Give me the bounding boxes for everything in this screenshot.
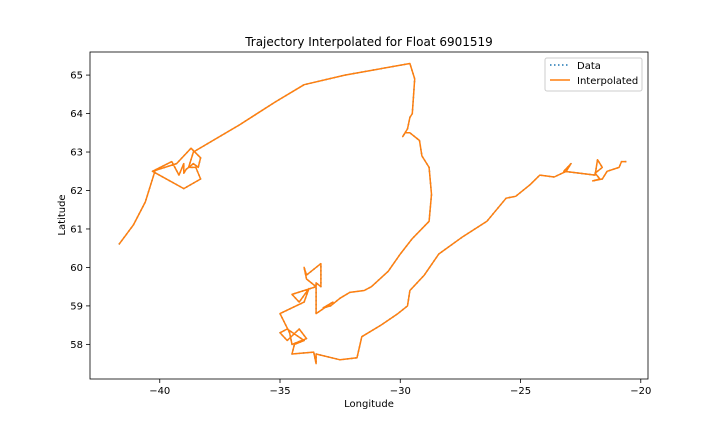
y-tick-label: 65 bbox=[70, 71, 83, 82]
x-tick-label: −20 bbox=[630, 386, 651, 397]
x-tick-label: −30 bbox=[390, 386, 411, 397]
y-tick-label: 58 bbox=[70, 340, 83, 351]
y-axis-label: Latitude bbox=[57, 194, 68, 235]
x-tick-label: −40 bbox=[149, 386, 170, 397]
chart-title: Trajectory Interpolated for Float 690151… bbox=[244, 35, 493, 49]
legend-data-label: Data bbox=[577, 61, 601, 72]
y-axis: 58 59 60 61 62 63 64 65 bbox=[70, 71, 90, 351]
legend-box bbox=[544, 57, 643, 92]
y-tick-label: 59 bbox=[70, 301, 83, 312]
y-tick-label: 62 bbox=[70, 186, 83, 197]
x-tick-label: −35 bbox=[269, 386, 290, 397]
legend-interpolated-label: Interpolated bbox=[577, 76, 638, 87]
y-tick-label: 63 bbox=[70, 148, 83, 159]
y-tick-label: 60 bbox=[70, 263, 83, 274]
plot-frame bbox=[89, 51, 649, 380]
interpolated-series-line bbox=[118, 62, 627, 365]
legend: Data Interpolated bbox=[544, 57, 643, 92]
x-axis-label: Longitude bbox=[344, 399, 394, 410]
y-tick-label: 64 bbox=[70, 109, 83, 120]
x-tick-label: −25 bbox=[510, 386, 531, 397]
series-layer bbox=[118, 62, 627, 365]
x-axis: −40 −35 −30 −25 −20 bbox=[149, 379, 651, 397]
data-series-line bbox=[118, 62, 627, 365]
y-tick-label: 61 bbox=[70, 224, 83, 235]
plot-area bbox=[89, 51, 649, 380]
